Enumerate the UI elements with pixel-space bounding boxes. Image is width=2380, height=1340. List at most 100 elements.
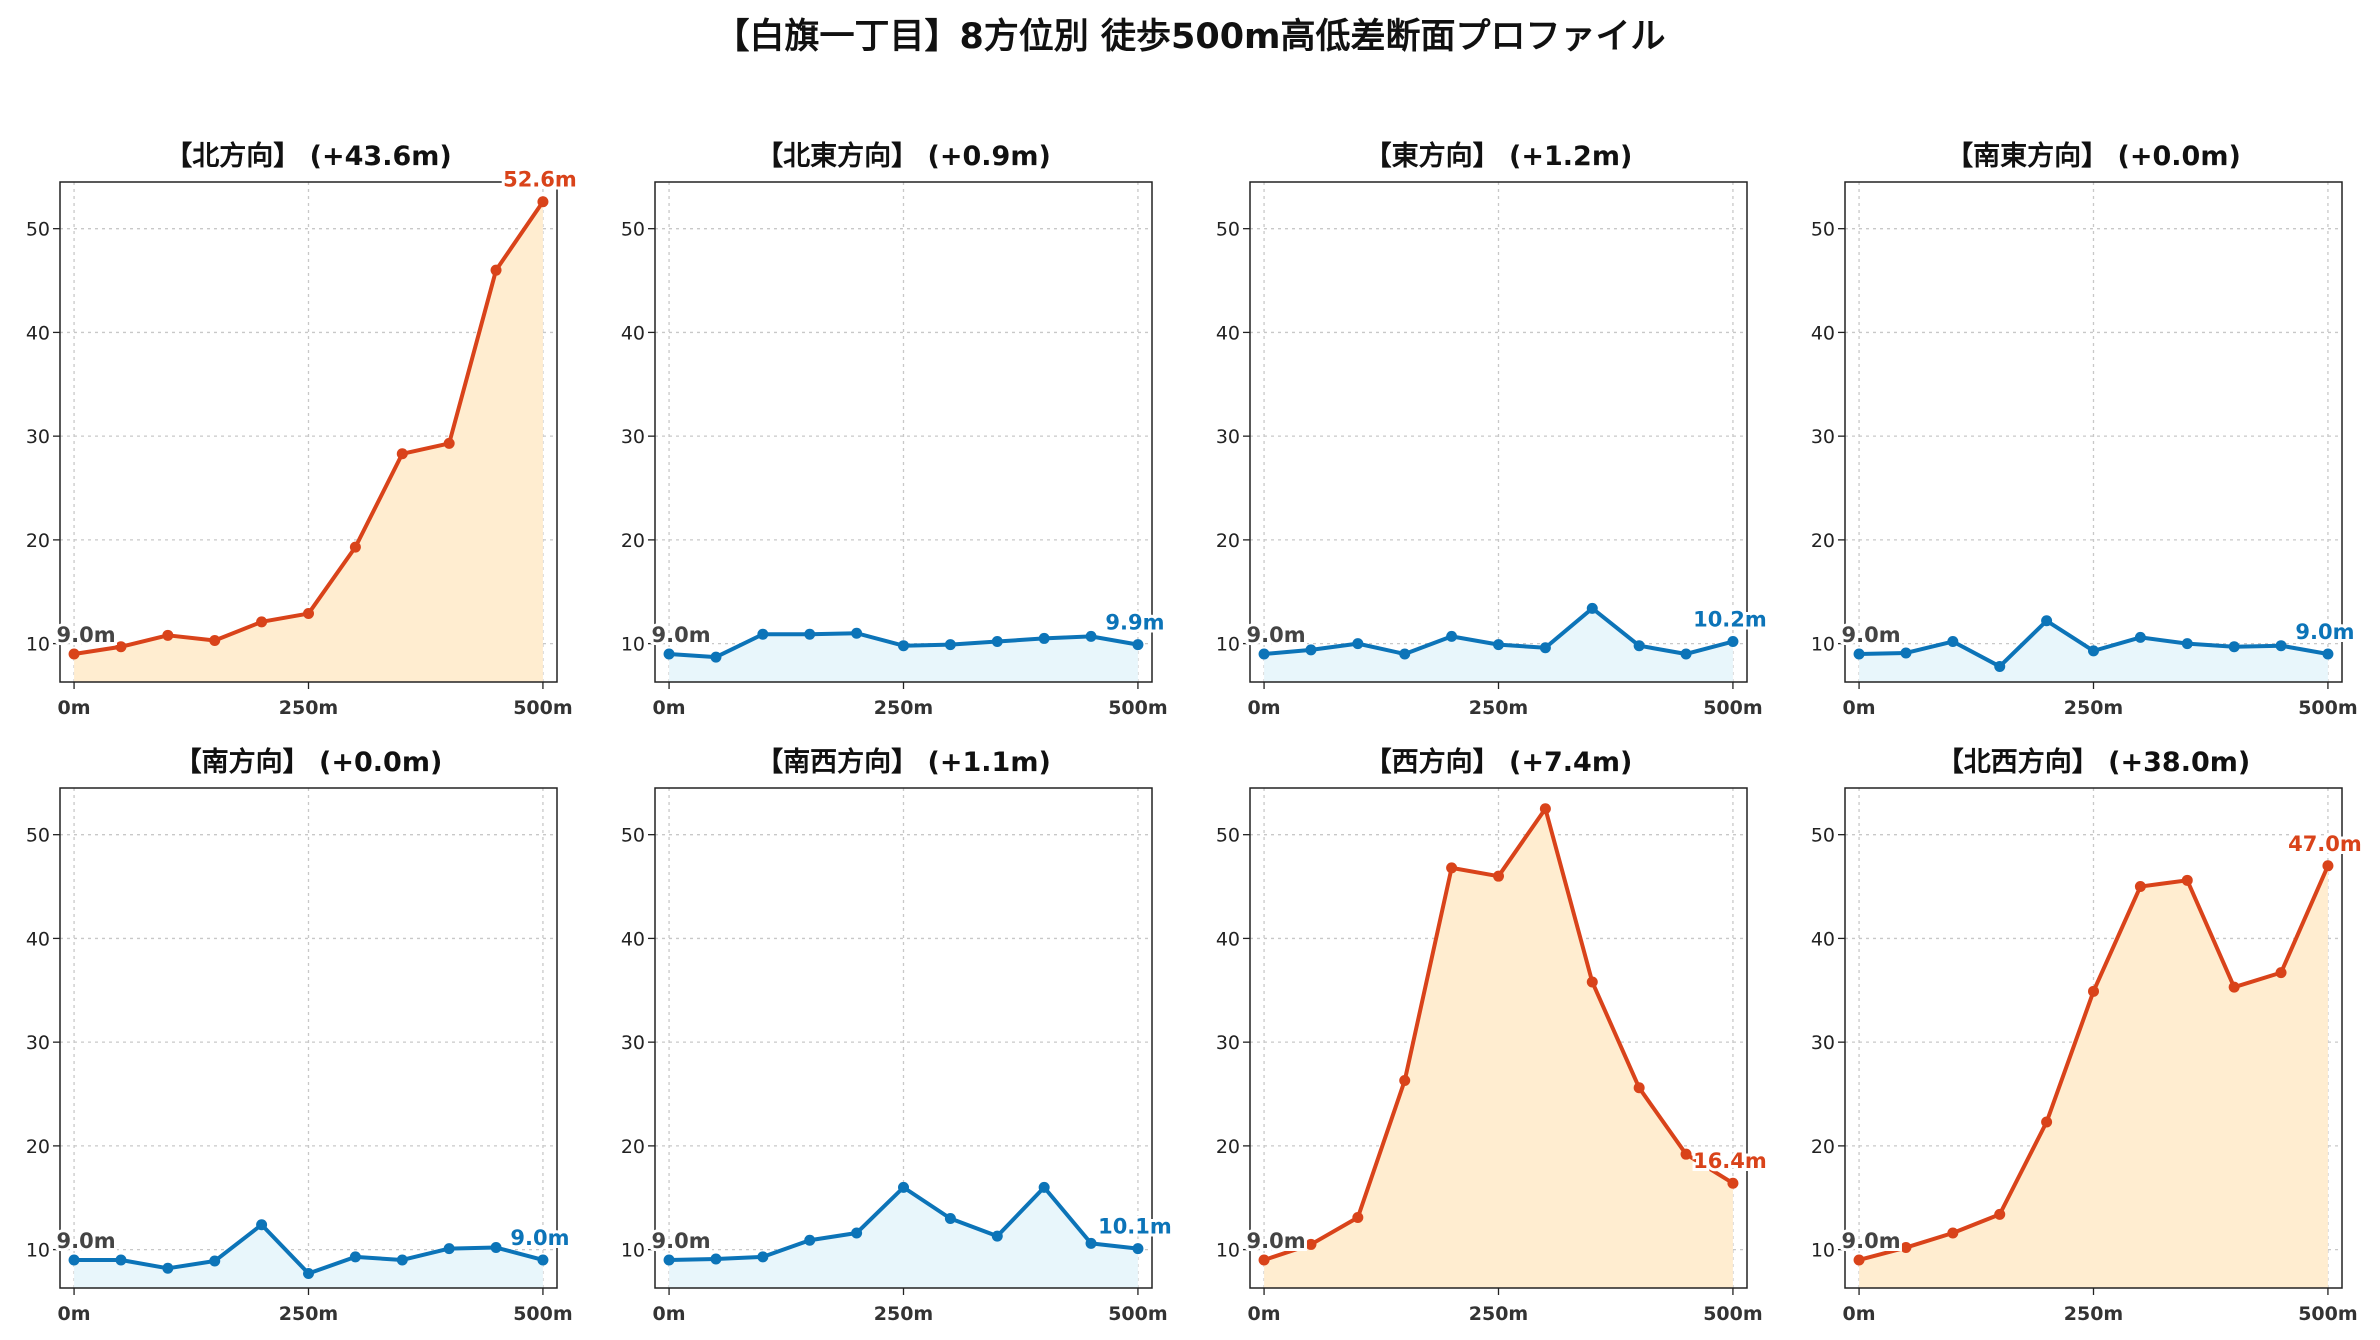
x-tick-label: 250m [1469,1303,1528,1325]
y-tick-label: 30 [621,426,645,448]
y-tick-label: 40 [26,322,50,344]
data-point [162,1262,174,1274]
data-point [1947,1227,1959,1239]
x-tick-label: 250m [874,1303,933,1325]
data-point [2322,648,2334,660]
x-tick-label: 0m [1843,697,1876,719]
y-tick-label: 40 [26,928,50,950]
y-tick-label: 40 [1811,322,1835,344]
panel-title: 【北東方向】 (+0.9m) [756,140,1051,172]
data-point [1085,1237,1097,1249]
data-point [68,648,80,660]
x-tick-label: 250m [2064,1303,2123,1325]
end-label: 10.2m [1693,608,1767,632]
data-point [2041,615,2053,627]
y-tick-label: 40 [1811,928,1835,950]
plot-frame [1249,181,1748,683]
data-point [1258,1254,1270,1266]
y-tick-label: 30 [1216,426,1240,448]
data-point [303,1267,314,1279]
start-label: 9.0m [1842,1229,1901,1253]
data-point [2088,645,2099,657]
start-label: 9.0m [652,1229,711,1253]
data-point [1305,1238,1317,1250]
start-label: 9.0m [57,623,116,647]
x-tick-label: 250m [279,1303,338,1325]
area-fill [669,1187,1138,1288]
area-fill [1859,865,2328,1288]
data-point [663,648,675,660]
panel-title: 【南西方向】 (+1.1m) [756,746,1051,778]
start-label: 9.0m [652,623,711,647]
figure-title: 【白旗一丁目】8方位別 徒歩500m高低差断面プロファイル [714,17,1666,57]
data-point [1493,870,1504,882]
data-point [1038,1181,1050,1193]
y-tick-label: 50 [1811,825,1835,847]
x-tick-label: 0m [1248,1303,1281,1325]
data-point [2228,981,2240,993]
y-tick-label: 20 [1216,530,1240,552]
data-point [1085,630,1097,642]
data-point [1727,1177,1739,1189]
y-tick-label: 50 [1216,825,1240,847]
data-point [1994,660,2006,672]
data-point [1947,636,1959,648]
data-point [1352,638,1364,650]
panel-title: 【北方向】 (+43.6m) [165,140,451,172]
data-point [1399,648,1411,660]
y-tick-label: 10 [1811,634,1835,656]
data-point [256,616,268,628]
data-point [537,196,549,208]
x-tick-label: 500m [1703,1303,1762,1325]
x-tick-label: 500m [1108,697,1167,719]
data-point [1853,648,1865,660]
x-tick-label: 500m [2298,1303,2357,1325]
data-point [1038,632,1050,644]
data-point [1853,1254,1865,1266]
data-point [1305,644,1317,656]
y-tick-label: 50 [26,219,50,241]
data-point [1680,1148,1692,1160]
data-point [115,1254,127,1266]
data-point [991,636,1003,648]
data-point [898,1181,909,1193]
y-tick-label: 10 [1216,634,1240,656]
x-tick-label: 0m [1248,697,1281,719]
x-tick-label: 500m [513,697,572,719]
data-point [944,1212,956,1224]
data-point [1539,642,1551,654]
y-tick-label: 30 [1216,1032,1240,1054]
x-tick-label: 0m [653,697,686,719]
data-point [991,1230,1003,1242]
data-point [2088,985,2099,997]
y-tick-label: 20 [1811,530,1835,552]
x-tick-label: 250m [2064,697,2123,719]
area-fill [669,633,1138,682]
data-point [256,1219,268,1231]
end-label: 9.9m [1105,611,1164,635]
x-tick-label: 500m [2298,697,2357,719]
x-tick-label: 0m [58,1303,91,1325]
x-tick-label: 500m [1108,1303,1167,1325]
data-point [443,1243,455,1255]
data-point [1633,1082,1645,1094]
data-point [1680,648,1692,660]
x-tick-label: 500m [513,1303,572,1325]
x-tick-label: 250m [1469,697,1528,719]
data-point [2322,860,2334,872]
data-point [1446,630,1458,642]
y-tick-label: 20 [621,1136,645,1158]
y-tick-label: 50 [26,825,50,847]
panel-title: 【南方向】 (+0.0m) [175,746,443,778]
data-point [537,1254,549,1266]
data-point [1493,639,1504,651]
y-tick-label: 10 [26,634,50,656]
data-point [2134,881,2146,893]
plot-frame [59,787,558,1289]
panel-title: 【東方向】 (+1.2m) [1365,140,1633,172]
